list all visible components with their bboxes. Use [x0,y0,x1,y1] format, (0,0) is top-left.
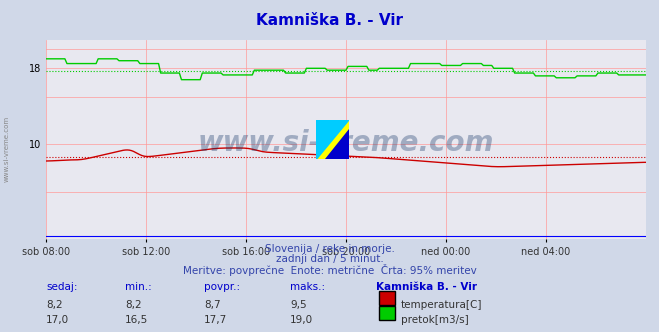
Text: 8,2: 8,2 [46,300,63,310]
Text: 17,7: 17,7 [204,315,227,325]
Text: Meritve: povprečne  Enote: metrične  Črta: 95% meritev: Meritve: povprečne Enote: metrične Črta:… [183,264,476,276]
Polygon shape [325,129,349,159]
Text: www.si-vreme.com: www.si-vreme.com [3,116,10,183]
Text: maks.:: maks.: [290,282,325,292]
Text: 8,7: 8,7 [204,300,221,310]
Text: Slovenija / reke in morje.: Slovenija / reke in morje. [264,244,395,254]
Text: Kamniška B. - Vir: Kamniška B. - Vir [256,13,403,28]
Text: sedaj:: sedaj: [46,282,78,292]
Text: min.:: min.: [125,282,152,292]
Polygon shape [316,120,349,159]
Text: 16,5: 16,5 [125,315,148,325]
Text: 9,5: 9,5 [290,300,306,310]
Polygon shape [316,120,349,159]
Text: 8,2: 8,2 [125,300,142,310]
Text: 17,0: 17,0 [46,315,69,325]
Text: temperatura[C]: temperatura[C] [401,300,482,310]
Text: povpr.:: povpr.: [204,282,241,292]
Text: Kamniška B. - Vir: Kamniška B. - Vir [376,282,476,292]
Text: www.si-vreme.com: www.si-vreme.com [198,129,494,157]
Text: 19,0: 19,0 [290,315,313,325]
Text: zadnji dan / 5 minut.: zadnji dan / 5 minut. [275,254,384,264]
Text: pretok[m3/s]: pretok[m3/s] [401,315,469,325]
